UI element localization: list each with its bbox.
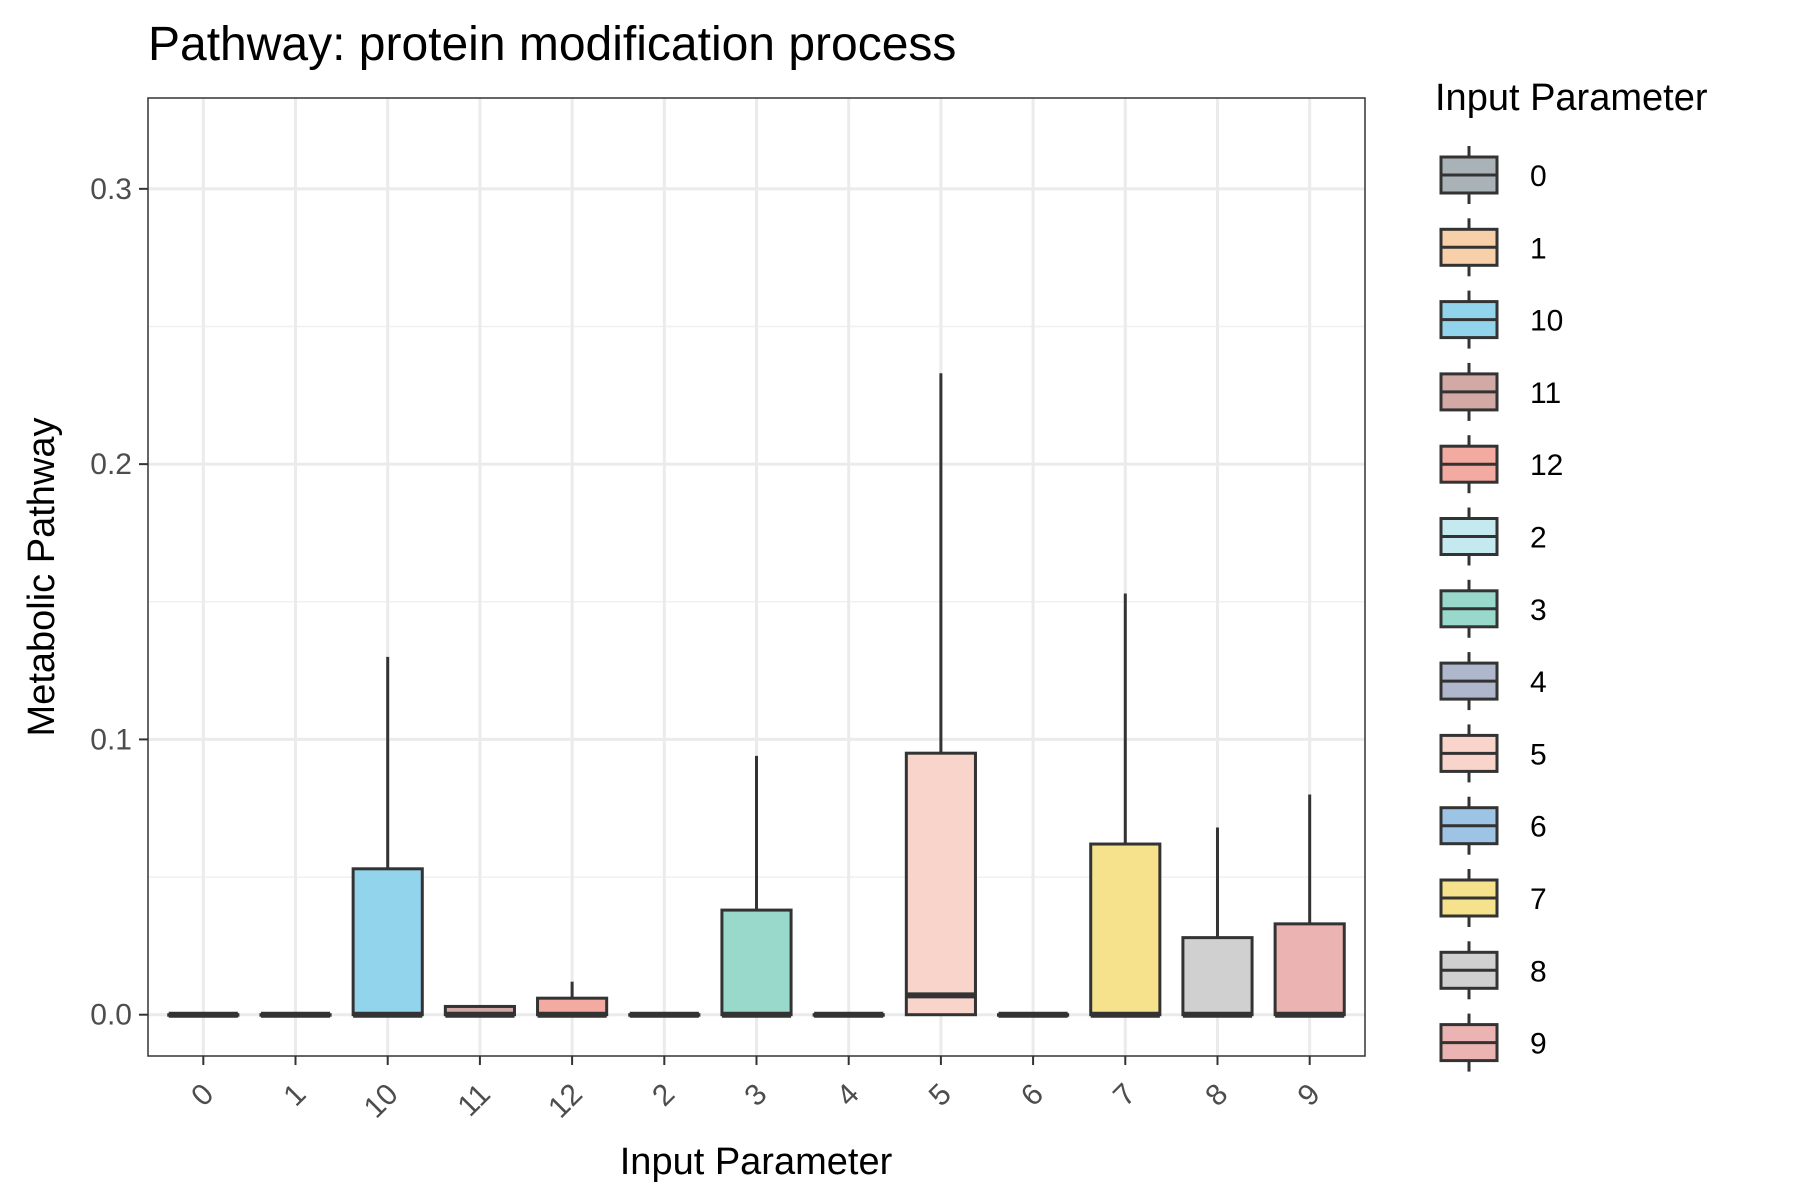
legend-label: 12 bbox=[1530, 449, 1563, 482]
box-7 bbox=[1089, 593, 1162, 1018]
legend-label: 6 bbox=[1530, 811, 1547, 844]
y-tick-label: 0.1 bbox=[90, 723, 132, 756]
legend-label: 9 bbox=[1530, 1028, 1547, 1061]
legend-item-0: 0 bbox=[1439, 146, 1547, 204]
y-tick-label: 0.3 bbox=[90, 173, 132, 206]
y-axis: 0.0 0.1 0.2 0.3 bbox=[90, 173, 148, 1032]
legend: Input Parameter 0 1 10 11 12 2 3 4 5 6 7 8 9 bbox=[1435, 77, 1708, 1072]
box-4 bbox=[812, 1011, 885, 1018]
x-tick-label: 9 bbox=[1291, 1078, 1326, 1113]
x-tick-label: 4 bbox=[831, 1078, 866, 1113]
x-tick-label: 3 bbox=[738, 1078, 773, 1113]
box-iqr bbox=[1089, 842, 1162, 1017]
box-iqr bbox=[351, 867, 424, 1017]
legend-item-4: 4 bbox=[1439, 652, 1547, 711]
box-3 bbox=[720, 755, 793, 1018]
legend-label: 7 bbox=[1530, 883, 1547, 916]
box-8 bbox=[1181, 827, 1254, 1018]
legend-title: Input Parameter bbox=[1435, 77, 1708, 119]
legend-item-9: 9 bbox=[1439, 1013, 1547, 1072]
y-tick-label: 0.0 bbox=[90, 999, 132, 1032]
legend-item-11: 11 bbox=[1439, 362, 1561, 421]
box-0 bbox=[167, 1011, 240, 1018]
box-iqr bbox=[1273, 922, 1346, 1017]
x-tick-label: 6 bbox=[1015, 1078, 1050, 1113]
x-tick-label: 5 bbox=[923, 1078, 958, 1113]
legend-label: 1 bbox=[1530, 232, 1547, 265]
box-2 bbox=[628, 1011, 701, 1018]
x-tick-label: 10 bbox=[358, 1078, 405, 1125]
legend-label: 0 bbox=[1530, 160, 1547, 193]
x-tick-label: 12 bbox=[542, 1078, 589, 1125]
box-12 bbox=[536, 981, 609, 1018]
x-axis: 0 1 10 11 12 2 3 4 5 6 7 8 9 bbox=[185, 1056, 1327, 1125]
box-1 bbox=[259, 1011, 332, 1018]
y-tick-label: 0.2 bbox=[90, 448, 132, 481]
chart-title: Pathway: protein modification process bbox=[148, 18, 956, 71]
x-tick-label: 8 bbox=[1199, 1078, 1234, 1113]
x-tick-label: 7 bbox=[1107, 1078, 1142, 1113]
box-iqr bbox=[720, 908, 793, 1017]
y-axis-title: Metabolic Pathway bbox=[21, 418, 63, 737]
legend-label: 3 bbox=[1530, 594, 1547, 627]
legend-label: 5 bbox=[1530, 738, 1547, 771]
box-6 bbox=[997, 1011, 1070, 1018]
legend-label: 10 bbox=[1530, 305, 1563, 338]
box-iqr bbox=[1181, 936, 1254, 1017]
legend-item-12: 12 bbox=[1439, 435, 1563, 494]
x-axis-title: Input Parameter bbox=[620, 1141, 893, 1183]
legend-label: 11 bbox=[1530, 377, 1561, 410]
legend-item-1: 1 bbox=[1439, 218, 1547, 277]
legend-item-6: 6 bbox=[1439, 796, 1547, 855]
box-9 bbox=[1273, 794, 1346, 1018]
box-10 bbox=[351, 656, 424, 1018]
x-tick-label: 0 bbox=[185, 1078, 220, 1113]
x-tick-label: 1 bbox=[277, 1078, 312, 1113]
legend-label: 4 bbox=[1530, 666, 1547, 699]
legend-item-7: 7 bbox=[1439, 869, 1547, 927]
legend-label: 8 bbox=[1530, 955, 1547, 988]
box-marks bbox=[167, 373, 1346, 1018]
legend-item-3: 3 bbox=[1439, 579, 1547, 638]
box-iqr bbox=[904, 751, 977, 1017]
legend-item-10: 10 bbox=[1439, 290, 1563, 349]
legend-item-8: 8 bbox=[1439, 941, 1547, 1000]
box-11 bbox=[443, 1004, 516, 1018]
legend-item-2: 2 bbox=[1439, 507, 1547, 566]
box-5 bbox=[904, 373, 977, 1017]
legend-label: 2 bbox=[1530, 522, 1547, 555]
x-tick-label: 2 bbox=[646, 1078, 681, 1113]
x-tick-label: 11 bbox=[451, 1078, 496, 1123]
legend-item-5: 5 bbox=[1439, 724, 1547, 783]
